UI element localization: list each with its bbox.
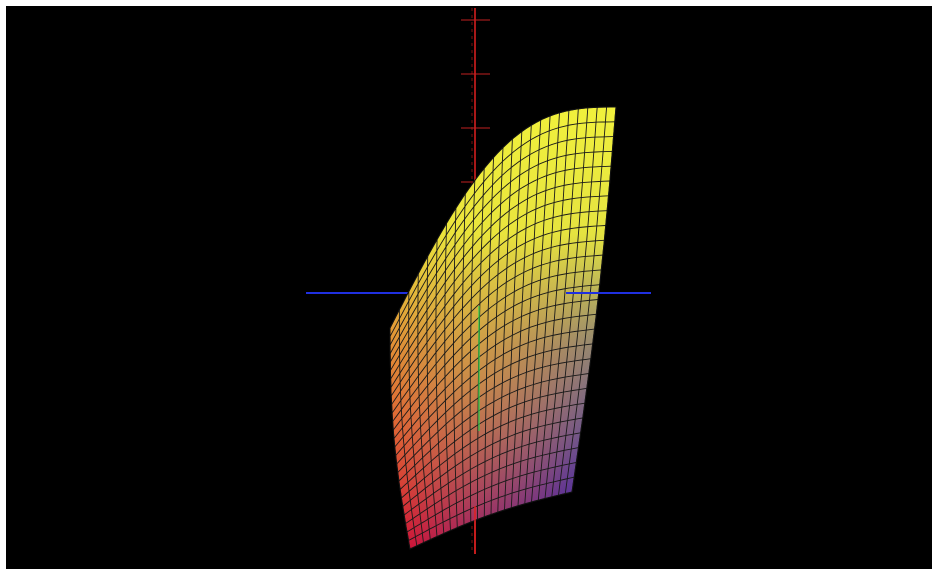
mesh-line-h — [394, 313, 597, 448]
gamut-surface-scene[interactable] — [6, 6, 932, 569]
mesh-line-h — [406, 461, 577, 533]
mesh-line-h — [401, 402, 585, 499]
mesh-line-h — [403, 432, 581, 516]
mesh-line-h — [390, 225, 606, 397]
gamut-surface[interactable] — [386, 96, 626, 556]
mesh-line-h — [392, 284, 600, 431]
mesh-line-h — [389, 165, 612, 363]
mesh-line-h — [397, 358, 591, 473]
mesh-line-h — [390, 180, 610, 371]
3d-viewport[interactable] — [6, 6, 932, 569]
mesh-line-h — [390, 210, 608, 388]
mesh-line-h — [399, 387, 587, 490]
mesh-line-h — [392, 269, 602, 422]
mesh-line-h — [393, 299, 599, 439]
mesh-line-h — [389, 121, 615, 337]
mesh-line-h — [402, 417, 583, 507]
mesh-line-h — [391, 254, 603, 414]
surface-outline — [389, 106, 617, 550]
mesh-line-h — [389, 150, 613, 354]
mesh-line-h — [391, 239, 605, 405]
mesh-line-h — [390, 195, 609, 380]
mesh-line-h — [408, 476, 575, 541]
mesh-line-h — [405, 447, 579, 524]
mesh-line-h — [396, 343, 593, 465]
mesh-line-h — [395, 328, 595, 456]
mesh-line-h — [398, 373, 589, 482]
mesh-line-h — [389, 136, 614, 346]
